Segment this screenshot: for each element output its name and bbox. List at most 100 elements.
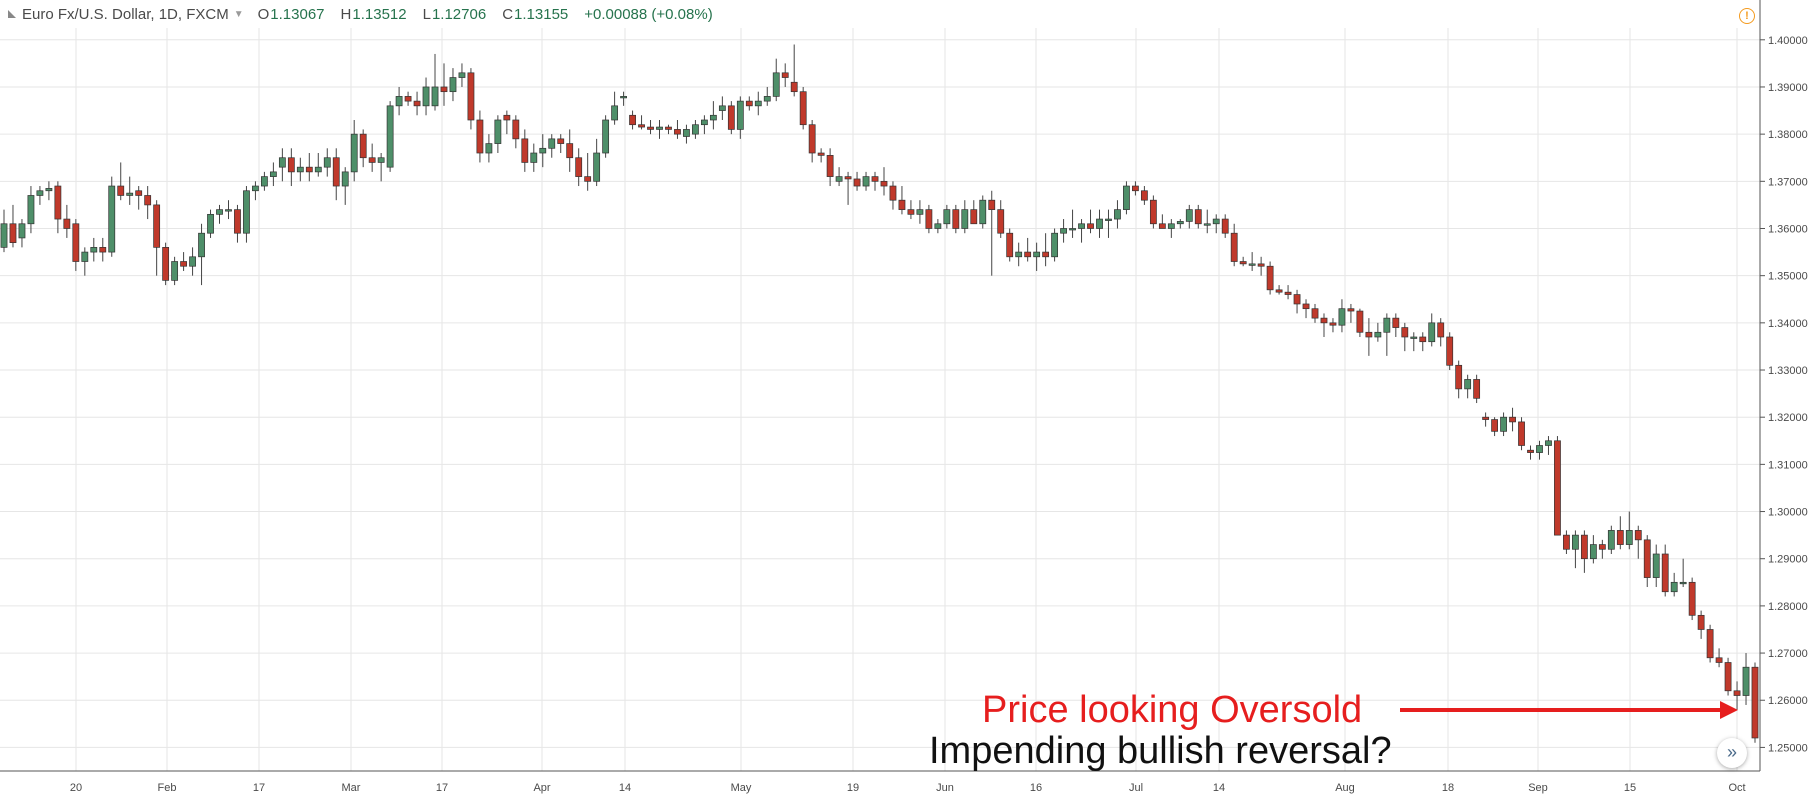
candle xyxy=(198,223,205,286)
candle-body-up xyxy=(593,152,601,182)
candle xyxy=(216,204,223,224)
chevron-down-icon[interactable]: ▼ xyxy=(233,8,244,20)
candle-body-down xyxy=(674,129,681,135)
candle-body-down xyxy=(1042,251,1050,258)
candle-body-up xyxy=(198,232,205,258)
candle xyxy=(1221,214,1229,238)
candle-body-down xyxy=(162,247,170,281)
candle xyxy=(1096,209,1103,238)
candle xyxy=(575,148,583,187)
candle-body-down xyxy=(952,209,960,229)
candle-body-up xyxy=(1500,416,1507,432)
candle xyxy=(665,124,672,135)
candle xyxy=(1751,662,1759,743)
candle xyxy=(1652,544,1660,588)
candle-body-down xyxy=(826,155,834,177)
candle xyxy=(943,204,951,229)
candle-body-up xyxy=(1248,263,1256,266)
alert-icon[interactable]: ! xyxy=(1739,8,1755,24)
close-value: 1.13155 xyxy=(514,5,569,23)
candle xyxy=(656,119,663,139)
candle xyxy=(440,63,448,106)
candle xyxy=(1248,252,1256,271)
candle xyxy=(683,124,690,144)
symbol-title[interactable]: Euro Fx/U.S. Dollar, 1D, FXCM xyxy=(22,5,229,23)
candle-body-up xyxy=(1410,336,1418,339)
candle xyxy=(171,256,179,286)
candle xyxy=(1536,440,1543,460)
candle-body-up xyxy=(1051,232,1059,258)
candle xyxy=(153,200,161,276)
candle-body-up xyxy=(485,143,493,154)
candle xyxy=(27,186,35,234)
candle-body-down xyxy=(1230,232,1238,262)
candle xyxy=(63,204,71,238)
candle xyxy=(36,186,44,205)
candle-body-up xyxy=(1545,440,1552,446)
candle xyxy=(1051,228,1059,262)
candle-body-down xyxy=(1446,336,1454,366)
candle-body-up xyxy=(171,261,179,281)
x-tick-label: Apr xyxy=(533,782,550,794)
candle-body-down xyxy=(1706,629,1714,659)
candle xyxy=(674,119,681,139)
candle xyxy=(907,200,915,220)
candle-body-down xyxy=(970,209,978,225)
candle xyxy=(1670,572,1678,597)
candle-body-up xyxy=(1670,581,1678,593)
scroll-to-realtime-button[interactable]: » xyxy=(1717,738,1747,768)
candle xyxy=(386,101,394,172)
candle xyxy=(0,209,8,253)
x-tick-label: 15 xyxy=(1624,782,1636,794)
candle-body-down xyxy=(1518,421,1525,446)
candle xyxy=(377,153,385,182)
candle-body-down xyxy=(1356,310,1364,333)
candle xyxy=(1015,242,1023,267)
candle xyxy=(503,110,511,135)
y-tick-label: 1.25000 xyxy=(1768,742,1808,754)
candle xyxy=(1078,219,1085,243)
candle-body-down xyxy=(117,185,125,196)
candle-body-up xyxy=(611,105,619,121)
candle-body-down xyxy=(54,185,62,220)
candle-body-up xyxy=(341,171,349,187)
candle-body-down xyxy=(1482,416,1490,420)
candle-body-up xyxy=(530,152,538,163)
candle xyxy=(530,143,538,172)
candle-body-up xyxy=(1176,221,1184,225)
candle xyxy=(512,115,520,149)
candle xyxy=(862,171,870,191)
candle xyxy=(988,190,996,276)
candle xyxy=(1374,322,1382,342)
candle-body-up xyxy=(323,157,331,168)
candle xyxy=(1446,332,1454,371)
candle-body-up xyxy=(189,256,196,267)
candle xyxy=(1410,332,1418,352)
low-value: 1.12706 xyxy=(431,5,487,23)
candle xyxy=(1491,417,1498,437)
candle xyxy=(934,219,942,234)
candle-body-up xyxy=(458,72,466,78)
candle-body-up xyxy=(108,185,116,253)
candle xyxy=(1661,544,1669,597)
candle-body-up xyxy=(683,129,690,137)
candle xyxy=(736,96,744,139)
candle xyxy=(611,91,619,125)
candle xyxy=(952,204,960,234)
candle-body-up xyxy=(431,86,439,107)
candle xyxy=(1365,318,1373,356)
x-tick-label: 16 xyxy=(1030,782,1042,794)
candle-body-up xyxy=(90,247,98,253)
candle xyxy=(1554,436,1561,536)
candle xyxy=(1069,209,1076,238)
candle xyxy=(979,195,987,229)
candle xyxy=(395,86,403,116)
y-tick-label: 1.29000 xyxy=(1768,554,1808,566)
x-tick-label: 19 xyxy=(847,782,859,794)
candle-body-down xyxy=(1293,294,1301,305)
candle-body-down xyxy=(1616,530,1624,545)
candle xyxy=(485,134,493,163)
candle-body-down xyxy=(1266,265,1274,291)
candle-body-up xyxy=(718,105,726,111)
